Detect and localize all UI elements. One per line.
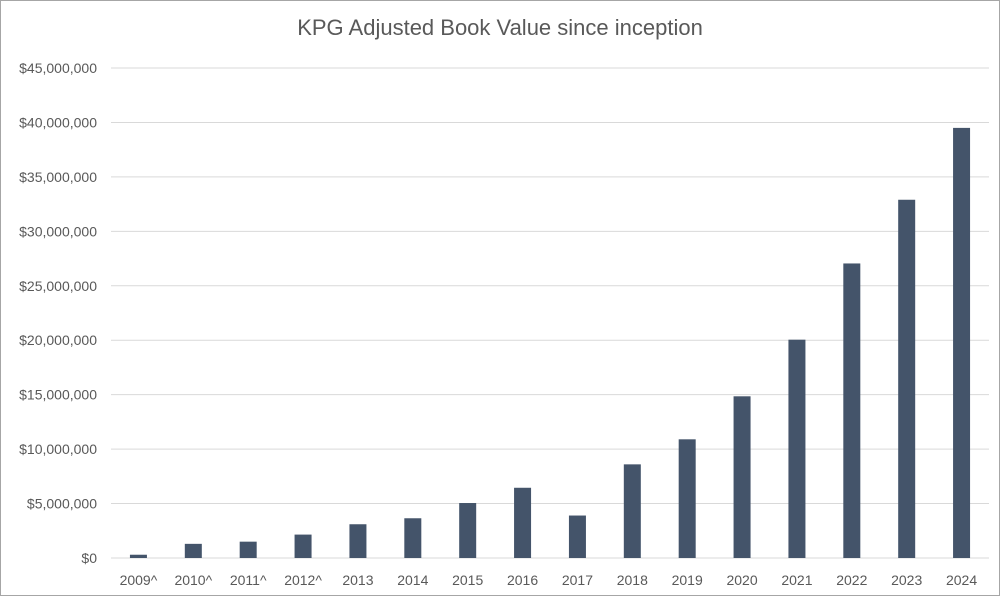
x-tick-label: 2016 [507, 572, 538, 588]
x-tick-label: 2024 [946, 572, 977, 588]
bar-2014 [404, 518, 422, 558]
bar-2013 [349, 524, 367, 558]
y-tick-label: $0 [81, 550, 97, 566]
x-tick-label: 2015 [452, 572, 483, 588]
bar-2012 [294, 534, 312, 558]
x-tick-label: 2011^ [230, 572, 267, 588]
bar-2020 [733, 396, 751, 558]
y-tick-label: $20,000,000 [19, 332, 97, 348]
bar-2023 [898, 199, 916, 558]
bar-2022 [843, 263, 861, 558]
x-axis-labels: 2009^ 2010^ 2011^ 2012^ 2013 2014 2015 2016 2017… [120, 572, 978, 588]
x-tick-label: 2022 [836, 572, 867, 588]
x-tick-label: 2014 [397, 572, 428, 588]
bar-2016 [514, 487, 532, 558]
bar-2009 [129, 554, 147, 558]
bar-2019 [678, 439, 696, 558]
y-tick-label: $25,000,000 [19, 278, 97, 294]
y-tick-label: $30,000,000 [19, 223, 97, 239]
x-tick-label: 2009^ [120, 572, 158, 588]
x-tick-label: 2019 [672, 572, 703, 588]
bar-2024 [953, 127, 971, 558]
x-tick-label: 2020 [726, 572, 757, 588]
y-axis-labels: $0 $5,000,000 $10,000,000 $15,000,000 $20,00… [19, 60, 97, 566]
bar-2011 [239, 541, 257, 558]
x-tick-label: 2018 [617, 572, 648, 588]
y-tick-label: $40,000,000 [19, 114, 97, 130]
y-tick-label: $5,000,000 [27, 496, 97, 512]
bars [129, 127, 971, 558]
bar-2015 [459, 503, 477, 558]
bar-2018 [623, 464, 641, 558]
bar-2021 [788, 339, 806, 558]
x-tick-label: 2017 [562, 572, 593, 588]
y-tick-label: $45,000,000 [19, 60, 97, 76]
y-tick-label: $35,000,000 [19, 169, 97, 185]
bar-2017 [568, 515, 586, 558]
bar-2010 [184, 543, 202, 558]
x-tick-label: 2013 [342, 572, 373, 588]
x-tick-label: 2010^ [174, 572, 212, 588]
x-tick-label: 2021 [781, 572, 812, 588]
chart-title: KPG Adjusted Book Value since inception [297, 15, 703, 40]
gridlines [111, 67, 989, 559]
x-tick-label: 2012^ [284, 572, 322, 588]
y-tick-label: $10,000,000 [19, 441, 97, 457]
y-tick-label: $15,000,000 [19, 387, 97, 403]
x-tick-label: 2023 [891, 572, 922, 588]
